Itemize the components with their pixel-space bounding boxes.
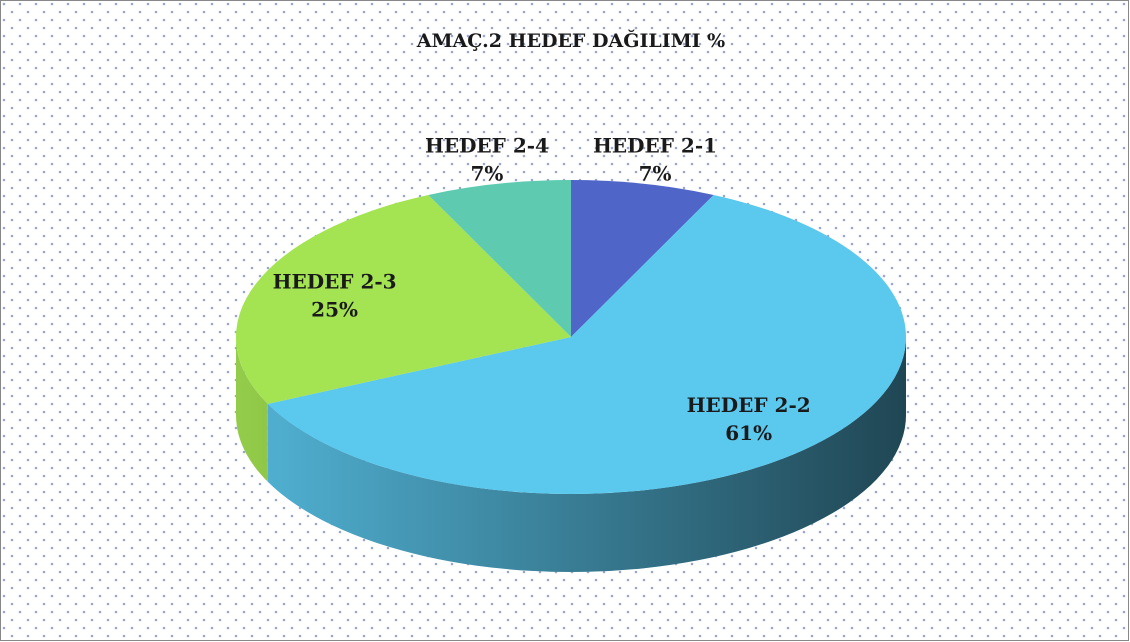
slice-side-shade [267,337,906,572]
slice-side-shade [236,337,268,482]
data-label-value: 7% [470,161,503,185]
slice [571,180,714,337]
data-label-name: HEDEF 2-2 [687,393,811,417]
slice [235,194,571,404]
chart-title: AMAÇ.2 HEDEF DAĞILIMI % [416,29,725,52]
slice [428,180,571,337]
data-label-value: 25% [311,298,358,322]
data-label-name: HEDEF 2-1 [593,133,717,157]
pie [235,180,906,572]
data-label-value: 61% [725,421,772,445]
data-label-name: HEDEF 2-3 [273,270,397,294]
data-label-name: HEDEF 2-4 [425,133,549,157]
slice [267,194,906,495]
data-label-value: 7% [639,161,672,185]
